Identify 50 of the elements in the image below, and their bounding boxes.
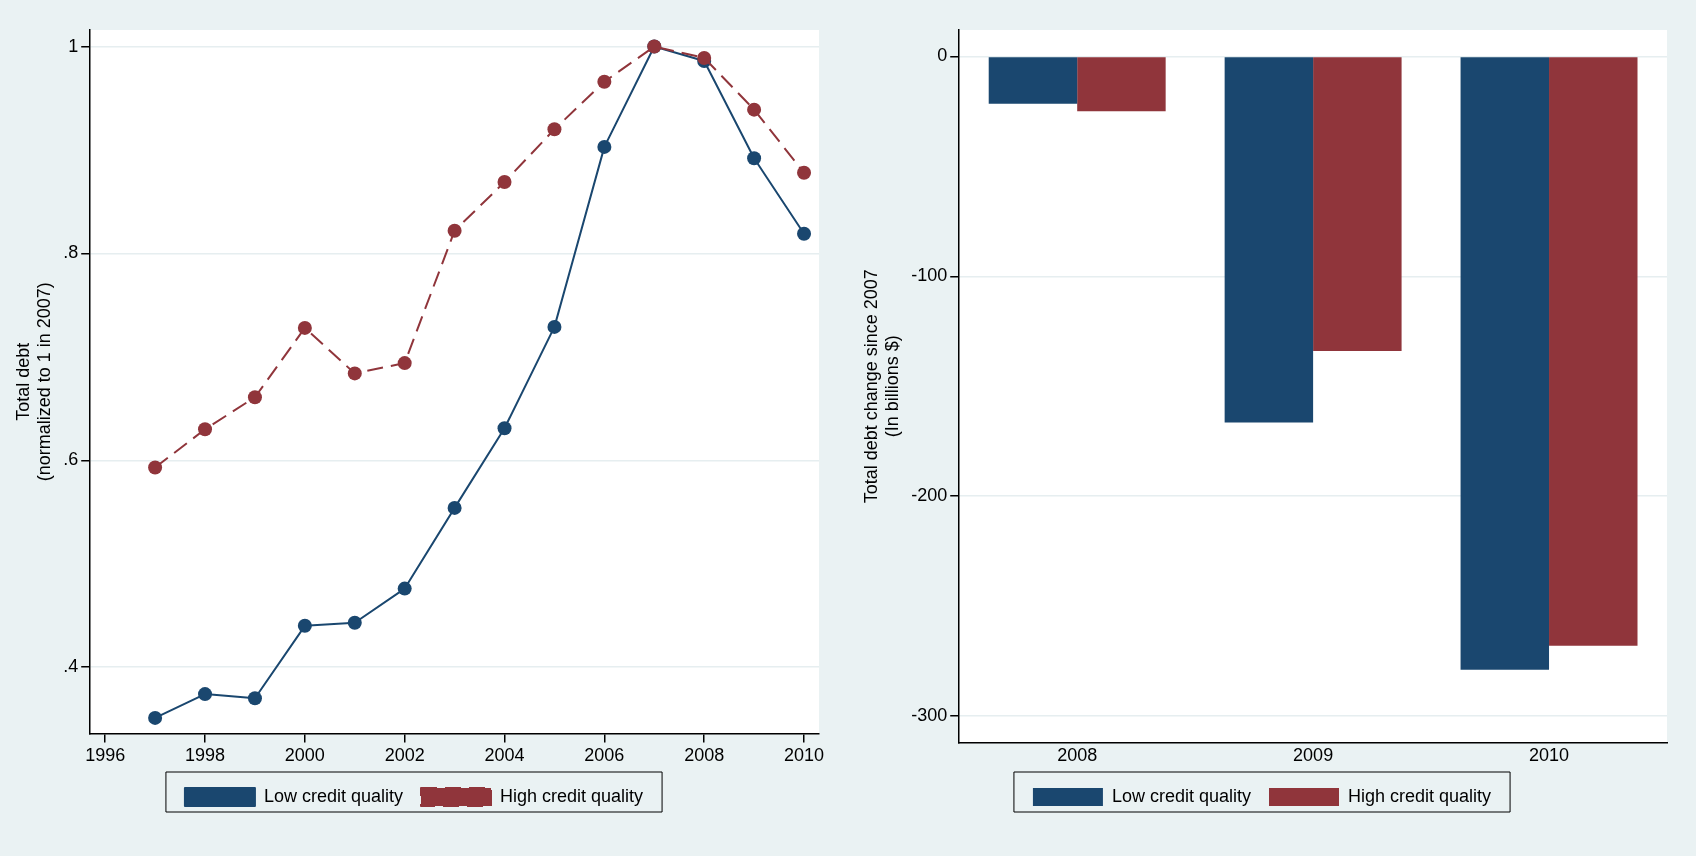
point <box>797 226 812 241</box>
point <box>447 500 462 515</box>
point <box>347 615 362 630</box>
y-tick-label: .4 <box>63 656 79 677</box>
point <box>297 618 312 633</box>
point <box>148 710 163 725</box>
y-axis-title: Total debt (normalized to 1 in 2007) <box>12 282 55 482</box>
y-tick-label: -200 <box>911 485 948 506</box>
point <box>347 366 362 381</box>
x-tick-label: 2009 <box>1293 745 1334 766</box>
point <box>397 581 412 596</box>
y-tick-label: .8 <box>63 242 79 263</box>
x-tick-label: 2010 <box>784 745 825 766</box>
point <box>497 421 512 436</box>
point <box>397 356 412 371</box>
point <box>597 139 612 154</box>
legend-label: High credit quality <box>1348 785 1492 806</box>
point <box>148 460 163 475</box>
point <box>247 390 262 405</box>
point <box>497 175 512 190</box>
y-tick-label: -100 <box>911 265 948 286</box>
point <box>198 422 213 437</box>
point <box>547 319 562 334</box>
x-tick-label: 2008 <box>684 745 725 766</box>
point <box>747 102 762 117</box>
point <box>547 122 562 137</box>
x-tick-label: 2010 <box>1529 745 1570 766</box>
x-tick-label: 1996 <box>85 745 126 766</box>
x-tick-label: 2002 <box>384 745 425 766</box>
point <box>297 320 312 335</box>
y-tick-label: 0 <box>937 45 948 66</box>
x-tick-label: 2008 <box>1057 745 1098 766</box>
point <box>198 687 213 702</box>
y-tick-label: .6 <box>63 449 79 470</box>
y-tick-label: 1 <box>68 35 79 56</box>
x-tick-label: 1998 <box>185 745 226 766</box>
x-tick-label: 2006 <box>584 745 625 766</box>
legend-label: High credit quality <box>500 785 644 806</box>
point <box>747 151 762 166</box>
point <box>597 74 612 89</box>
y-axis-title: Total debt change since 2007 (In billions $) <box>860 269 903 504</box>
x-tick-label: 2000 <box>284 745 325 766</box>
point <box>797 165 812 180</box>
point <box>697 50 712 65</box>
x-tick-label: 2004 <box>484 745 525 766</box>
point <box>247 691 262 706</box>
legend-label: Low credit quality <box>263 785 404 806</box>
legend-label: Low credit quality <box>1111 785 1252 806</box>
point <box>447 223 462 238</box>
y-tick-label: -300 <box>911 704 948 725</box>
